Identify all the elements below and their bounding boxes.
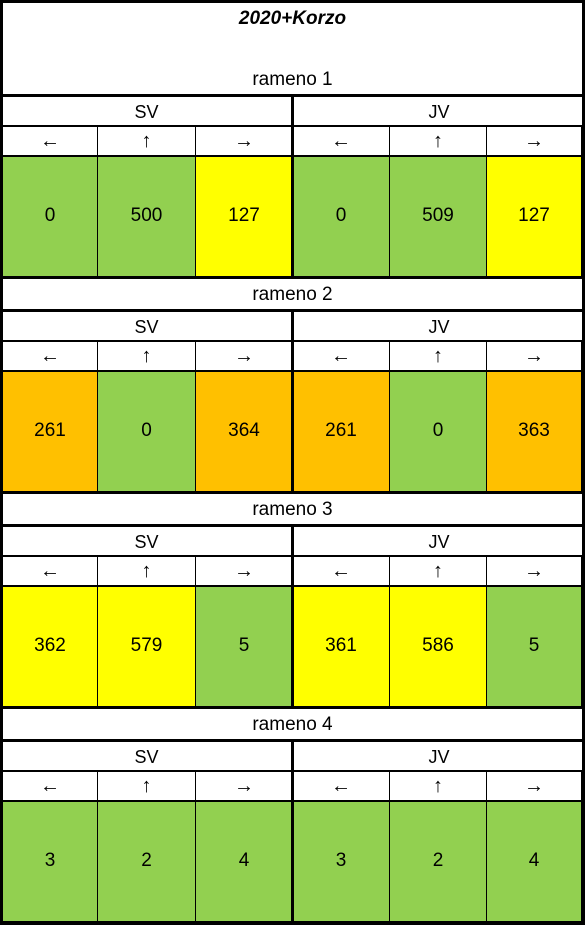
arrow-cell: → — [487, 126, 582, 156]
value-cell: 0 — [3, 156, 98, 276]
value-cell: 2 — [390, 801, 487, 921]
section-rameno-4: rameno 4 SV JV ← 3 ↑ 2 → 4 ← 3 ↑ 2 → 4 — [0, 709, 585, 924]
value-cell: 586 — [390, 586, 487, 706]
arrow-cell: → — [487, 556, 582, 586]
direction-label-right: JV — [293, 742, 585, 772]
arrow-cell: ↑ — [98, 341, 196, 371]
arrow-cell: ← — [293, 126, 390, 156]
direction-label-right: JV — [293, 527, 585, 557]
value-cell: 127 — [487, 156, 582, 276]
arrow-cell: → — [196, 556, 293, 586]
arrow-cell: ← — [293, 771, 390, 801]
arrow-cell: → — [196, 771, 293, 801]
value-cell: 363 — [487, 371, 582, 491]
arrow-cell: ↑ — [98, 126, 196, 156]
section-rameno-2: rameno 2 SV JV ← 261 ↑ 0 → 364 ← 261 ↑ 0 → 363 — [0, 279, 585, 494]
arrow-cell: ← — [3, 341, 98, 371]
arrow-cell: → — [487, 771, 582, 801]
direction-divider — [291, 739, 294, 921]
direction-divider — [291, 94, 294, 276]
section-title: rameno 1 — [252, 69, 333, 90]
section-rameno-3: rameno 3 SV JV ← 362 ↑ 579 → 5 ← 361 ↑ 586 → 5 — [0, 494, 585, 709]
direction-divider — [291, 309, 294, 491]
direction-divider — [291, 524, 294, 706]
table-title: 2020+Korzo — [238, 8, 347, 29]
arrow-cell: ← — [3, 556, 98, 586]
value-cell: 361 — [293, 586, 390, 706]
value-cell: 3 — [3, 801, 98, 921]
value-cell: 579 — [98, 586, 196, 706]
value-cell: 0 — [98, 371, 196, 491]
direction-label-right: JV — [293, 97, 585, 127]
value-cell: 362 — [3, 586, 98, 706]
value-cell: 364 — [196, 371, 293, 491]
section-bottom-border — [0, 706, 585, 709]
section-bottom-border — [0, 921, 585, 924]
value-cell: 4 — [196, 801, 293, 921]
value-cell: 261 — [3, 371, 98, 491]
section-rameno-1: rameno 1 SV JV ← 0 ↑ 500 → 127 ← 0 ↑ 509 → 127 — [0, 64, 585, 279]
section-title: rameno 4 — [252, 714, 333, 735]
arrow-cell: ← — [3, 771, 98, 801]
arrow-cell: ← — [293, 556, 390, 586]
section-title: rameno 3 — [252, 499, 333, 520]
arrow-cell: ↑ — [390, 126, 487, 156]
arrow-cell: ↑ — [390, 556, 487, 586]
arrow-cell: ← — [293, 341, 390, 371]
arrow-cell: → — [196, 341, 293, 371]
value-cell: 3 — [293, 801, 390, 921]
section-bottom-border — [0, 276, 585, 279]
arrow-cell: ← — [3, 126, 98, 156]
value-cell: 0 — [390, 371, 487, 491]
direction-label-left: SV — [0, 742, 293, 772]
value-cell: 5 — [196, 586, 293, 706]
direction-label-left: SV — [0, 97, 293, 127]
arrow-cell: ↑ — [98, 771, 196, 801]
value-cell: 127 — [196, 156, 293, 276]
direction-label-left: SV — [0, 527, 293, 557]
value-cell: 261 — [293, 371, 390, 491]
value-cell: 509 — [390, 156, 487, 276]
arrow-cell: → — [487, 341, 582, 371]
value-cell: 2 — [98, 801, 196, 921]
value-cell: 0 — [293, 156, 390, 276]
arrow-cell: ↑ — [390, 341, 487, 371]
direction-label-right: JV — [293, 312, 585, 342]
section-bottom-border — [0, 491, 585, 494]
value-cell: 500 — [98, 156, 196, 276]
arrow-cell: → — [196, 126, 293, 156]
section-title: rameno 2 — [252, 284, 333, 305]
value-cell: 5 — [487, 586, 582, 706]
arrow-cell: ↑ — [98, 556, 196, 586]
arrow-cell: ↑ — [390, 771, 487, 801]
direction-label-left: SV — [0, 312, 293, 342]
value-cell: 4 — [487, 801, 582, 921]
